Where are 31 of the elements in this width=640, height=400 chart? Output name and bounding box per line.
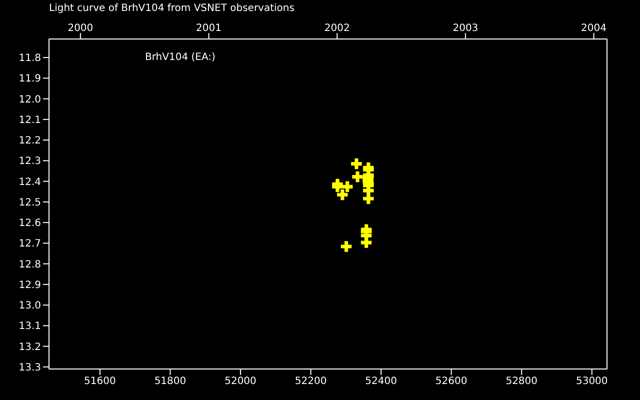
- y-tick-label: 13.2: [18, 342, 41, 353]
- y-tick-label: 13.3: [18, 362, 41, 374]
- x-tick-label: 52000: [224, 376, 256, 388]
- x2-tick-label: 2003: [452, 23, 478, 34]
- y-tick-label: 12.2: [18, 136, 41, 147]
- y-tick-label: 12.8: [18, 259, 41, 270]
- y-tick-label: 13.0: [18, 300, 41, 312]
- y-tick-label: 12.4: [18, 176, 41, 188]
- y-tick-label: 12.7: [18, 238, 41, 250]
- y-tick-label: 12.1: [18, 114, 41, 126]
- y-tick-label: 12.3: [18, 156, 41, 168]
- chart-title: Light curve of BrhV104 from VSNET observations: [49, 3, 294, 14]
- y-tick-label: 11.9: [18, 74, 41, 85]
- x-tick-label: 52200: [294, 376, 327, 388]
- x-tick-label: 52400: [365, 376, 397, 388]
- x-tick-label: 53000: [576, 376, 608, 388]
- x-tick-label: 52800: [506, 376, 538, 388]
- y-tick-label: 12.0: [18, 94, 41, 106]
- y-tick-label: 12.9: [18, 280, 41, 291]
- x2-tick-label: 2004: [581, 23, 607, 34]
- y-tick-label: 11.8: [18, 53, 41, 64]
- y-tick-label: 12.6: [18, 218, 41, 230]
- note: BrhV104 (EA:): [145, 52, 216, 63]
- x-tick-label: 51600: [84, 376, 116, 388]
- x2-tick-label: 2001: [196, 23, 222, 34]
- x-tick-label: 52600: [435, 376, 468, 388]
- x-tick-label: 51800: [154, 376, 186, 388]
- x2-tick-label: 2002: [324, 23, 350, 34]
- x2-tick-label: 2000: [68, 23, 94, 34]
- y-tick-label: 13.1: [18, 321, 41, 332]
- y-tick-label: 12.5: [18, 197, 41, 208]
